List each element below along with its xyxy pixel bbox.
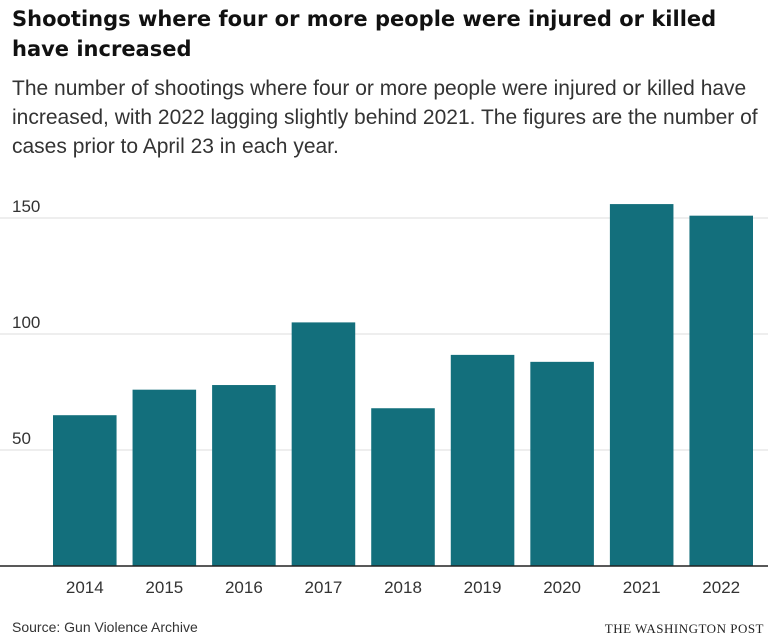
bar-2015 <box>132 389 197 566</box>
bar-2016 <box>212 385 276 566</box>
bar-2017 <box>291 322 356 566</box>
x-tick-label-2020: 2020 <box>543 578 581 597</box>
publisher-credit: THE WASHINGTON POST <box>604 621 764 636</box>
bar-2018 <box>371 408 435 566</box>
x-tick-label-2022: 2022 <box>702 578 740 597</box>
bar-2022 <box>689 215 753 566</box>
source-note: Source: Gun Violence Archive <box>12 619 198 635</box>
y-tick-label-50: 50 <box>12 429 31 448</box>
x-tick-label-2014: 2014 <box>66 578 104 597</box>
y-tick-label-150: 150 <box>12 197 40 216</box>
bar-2020 <box>530 361 594 566</box>
x-tick-label-2019: 2019 <box>464 578 502 597</box>
x-tick-label-2015: 2015 <box>145 578 183 597</box>
bar-2021 <box>609 204 674 566</box>
chart-subtitle: The number of shootings where four or mo… <box>12 77 758 158</box>
bar-2019 <box>450 354 515 566</box>
x-tick-label-2021: 2021 <box>623 578 661 597</box>
x-tick-label-2017: 2017 <box>305 578 343 597</box>
x-tick-label-2016: 2016 <box>225 578 263 597</box>
chart-title: Shootings where four or more people were… <box>12 7 717 61</box>
x-tick-label-2018: 2018 <box>384 578 422 597</box>
y-tick-label-100: 100 <box>12 313 40 332</box>
bar-2014 <box>53 415 117 566</box>
